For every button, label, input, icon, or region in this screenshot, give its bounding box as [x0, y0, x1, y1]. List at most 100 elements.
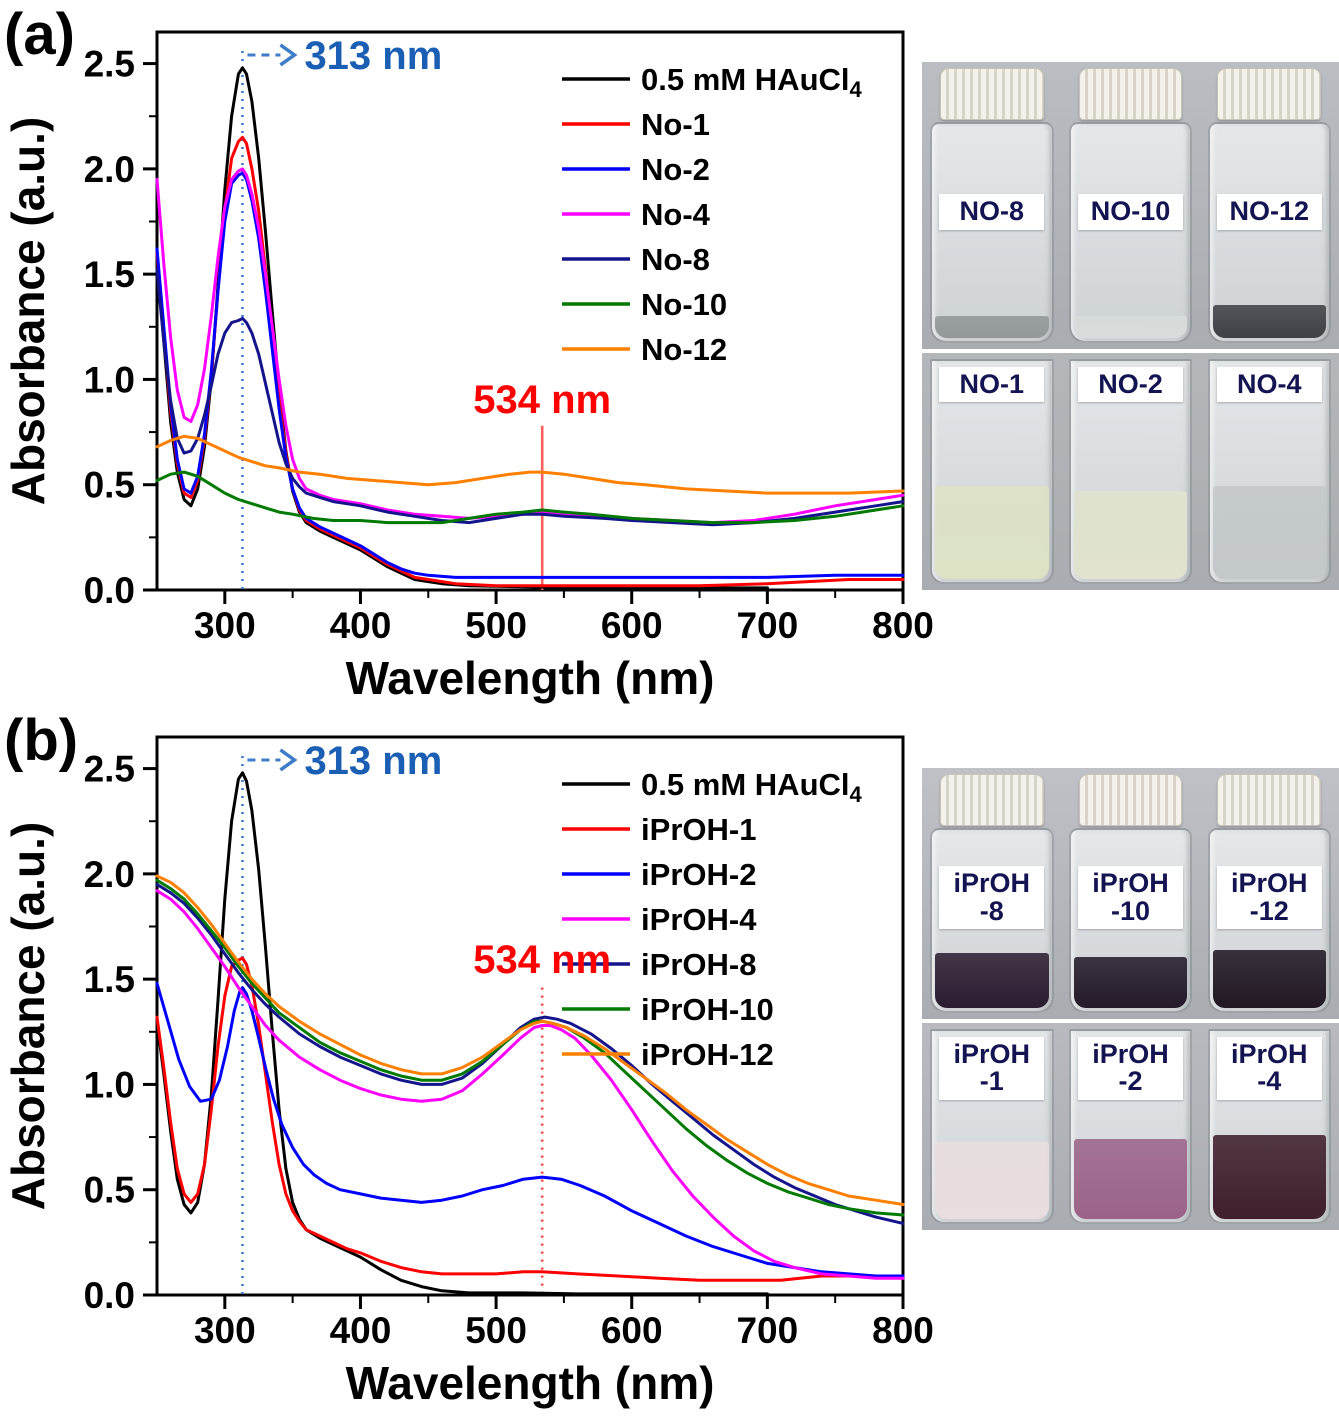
vial-label: iPrOH -2	[1077, 1036, 1184, 1100]
vial-glass-body: iPrOH -1	[930, 1028, 1054, 1224]
x-tick-label: 500	[465, 1310, 527, 1351]
legend-item-iPrOH-12: iPrOH-12	[562, 1037, 774, 1072]
vial-liquid	[1073, 1138, 1188, 1219]
vial-row: iPrOH -1 iPrOH -2 iPrOH -4	[922, 1022, 1339, 1230]
series-No-10	[155, 470, 905, 525]
y-tick-label: 2.0	[84, 149, 135, 190]
annotation-lines	[241, 755, 544, 1295]
annotation-text: 313 nm	[304, 739, 442, 783]
y-axis-label: Absorbance (a.u.)	[2, 117, 54, 506]
legend-item-No-8: No-8	[562, 242, 710, 277]
vial-NO-2: NO-2	[1068, 358, 1193, 584]
vial-glass-body: NO-4	[1207, 358, 1331, 584]
vial-NO-4: NO-4	[1207, 358, 1331, 584]
vial-label-line: NO-4	[1236, 368, 1302, 399]
legend-label: iPrOH-1	[641, 812, 756, 847]
series-iPrOH-8	[155, 882, 905, 1225]
legend: 0.5 mM HAuCl4 No-1 No-2 No-4 No-8 No-10 No-12	[562, 62, 863, 367]
vial-glass-body: iPrOH -8	[930, 828, 1054, 1013]
x-tick-label: 700	[736, 605, 798, 646]
y-tick-label: 0.0	[84, 570, 135, 611]
vial-iPrOH-12: iPrOH -12	[1207, 774, 1331, 1013]
y-tick-label: 1.5	[84, 959, 135, 1000]
legend-item-No-2: No-2	[562, 152, 710, 187]
vial-cap	[1078, 68, 1183, 120]
vial-liquid	[1212, 1134, 1326, 1219]
annotation-peak-534: 534 nm	[473, 938, 611, 982]
vial-glass-body: iPrOH -2	[1068, 1028, 1193, 1224]
legend-label: 0.5 mM HAuCl4	[641, 767, 863, 807]
series-0-5-mM-HAuCl-	[155, 771, 769, 1296]
series-iPrOH-10	[155, 878, 905, 1217]
vial-glass-body: iPrOH -4	[1207, 1028, 1331, 1224]
legend-label: iPrOH-8	[641, 947, 756, 982]
vial-label-line: iPrOH	[1092, 868, 1169, 898]
annotation-peak-313: 313 nm	[247, 739, 442, 783]
plot-frame	[155, 735, 905, 1297]
y-tick-label: 2.0	[84, 854, 135, 895]
vial-liquid	[935, 486, 1049, 579]
vial-liquid	[1212, 949, 1326, 1008]
legend-label: iPrOH-4	[641, 902, 757, 937]
vial-label-line: -12	[1249, 895, 1289, 926]
vial-label-line: iPrOH	[953, 868, 1030, 898]
chart-a-absorbance-spectra: 300 400 500 600 700 800 0.0 0.5 1.0 1.5 2.0 2.5 Wave…	[2, 30, 934, 704]
legend-label: No-8	[641, 242, 710, 277]
y-tick-label: 0.5	[84, 1170, 135, 1211]
vial-label-line: NO-2	[1098, 368, 1163, 399]
y-axis-ticks: 0.0 0.5 1.0 1.5 2.0 2.5	[84, 44, 157, 611]
y-tick-label: 1.0	[84, 1064, 135, 1105]
annotation-lines	[241, 50, 544, 590]
y-axis-ticks: 0.0 0.5 1.0 1.5 2.0 2.5	[84, 749, 157, 1316]
vial-label-line: iPrOH	[1230, 868, 1308, 898]
vial-label: iPrOH -10	[1077, 866, 1184, 930]
legend-label: iPrOH-2	[641, 857, 756, 892]
legend-label: 0.5 mM HAuCl4	[641, 62, 863, 102]
vial-label: NO-8	[939, 194, 1045, 230]
annotation-peak-313: 313 nm	[247, 34, 442, 78]
vial-label: iPrOH -8	[939, 866, 1045, 930]
photo-b-vials: iPrOH -8 iPrOH -10 iPrOH -12 iPrOH -1 iPrOH -2 iPr…	[922, 768, 1339, 1230]
x-tick-label: 600	[601, 1310, 663, 1351]
legend-label: No-1	[641, 107, 710, 142]
y-tick-label: 2.5	[84, 44, 135, 85]
legend-item-0-5-mM-HAuCl-: 0.5 mM HAuCl4	[562, 62, 863, 102]
vial-NO-8: NO-8	[930, 68, 1054, 343]
x-tick-label: 400	[330, 605, 392, 646]
annotation-text: 534 nm	[473, 378, 611, 422]
series-No-2	[155, 171, 905, 579]
vial-liquid	[935, 316, 1049, 338]
vial-label-line: -10	[1110, 895, 1150, 926]
legend-item-iPrOH-2: iPrOH-2	[562, 857, 756, 892]
panel-a-label: (a)	[4, 2, 75, 67]
series-iPrOH-4	[155, 889, 905, 1280]
y-axis-label: Absorbance (a.u.)	[2, 822, 54, 1211]
vial-iPrOH-8: iPrOH -8	[930, 774, 1054, 1013]
vial-label-line: NO-1	[959, 368, 1024, 399]
legend-label: No-4	[641, 197, 711, 232]
y-tick-label: 0.0	[84, 1275, 135, 1316]
x-tick-label: 300	[194, 605, 256, 646]
vial-iPrOH-10: iPrOH -10	[1068, 774, 1193, 1013]
vial-label: NO-10	[1077, 194, 1184, 230]
vial-NO-12: NO-12	[1207, 68, 1331, 343]
x-tick-label: 400	[330, 1310, 392, 1351]
y-tick-label: 2.5	[84, 749, 135, 790]
panel-b-label: (b)	[4, 708, 79, 773]
vial-liquid	[935, 953, 1049, 1008]
vial-label: NO-1	[939, 366, 1045, 403]
vial-glass-body: NO-12	[1207, 122, 1331, 343]
x-axis-label: Wavelength (nm)	[346, 1357, 715, 1409]
vial-glass-body: NO-2	[1068, 358, 1193, 584]
vial-glass-body: NO-10	[1068, 122, 1193, 343]
vial-label-line: -1	[979, 1066, 1004, 1097]
vial-iPrOH-4: iPrOH -4	[1207, 1028, 1331, 1224]
legend-item-iPrOH-1: iPrOH-1	[562, 812, 756, 847]
legend: 0.5 mM HAuCl4 iPrOH-1 iPrOH-2 iPrOH-4 iPrOH-…	[562, 767, 863, 1072]
vial-NO-1: NO-1	[930, 358, 1054, 584]
y-tick-label: 1.0	[84, 359, 135, 400]
x-tick-label: 700	[736, 1310, 798, 1351]
vial-label-line: NO-12	[1229, 196, 1309, 226]
vial-label-line: iPrOH	[1230, 1038, 1308, 1069]
